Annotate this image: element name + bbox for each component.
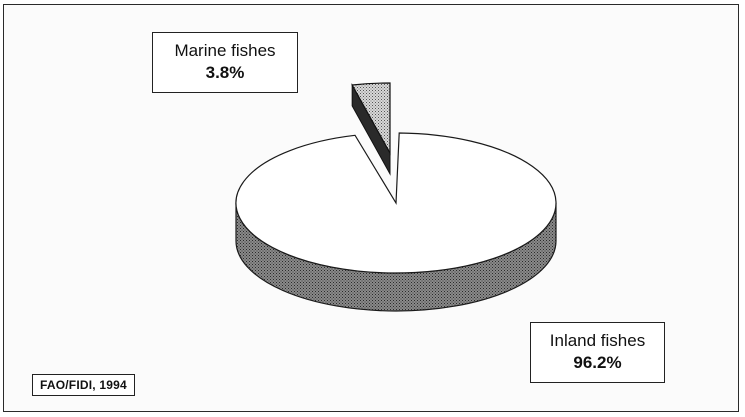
source-note: FAO/FIDI, 1994: [32, 374, 135, 396]
marine-fishes-name: Marine fishes: [174, 41, 276, 60]
inland-fishes-percent: 96.2%: [573, 353, 622, 372]
marine-fishes-slice: [351, 82, 391, 156]
inland-fishes-name: Inland fishes: [549, 331, 646, 350]
marine-fishes-label: Marine fishes 3.8%: [152, 32, 298, 93]
inland-fishes-slice: [235, 132, 557, 274]
inland-fishes-label: Inland fishes 96.2%: [530, 322, 665, 383]
marine-fishes-percent: 3.8%: [205, 63, 245, 82]
